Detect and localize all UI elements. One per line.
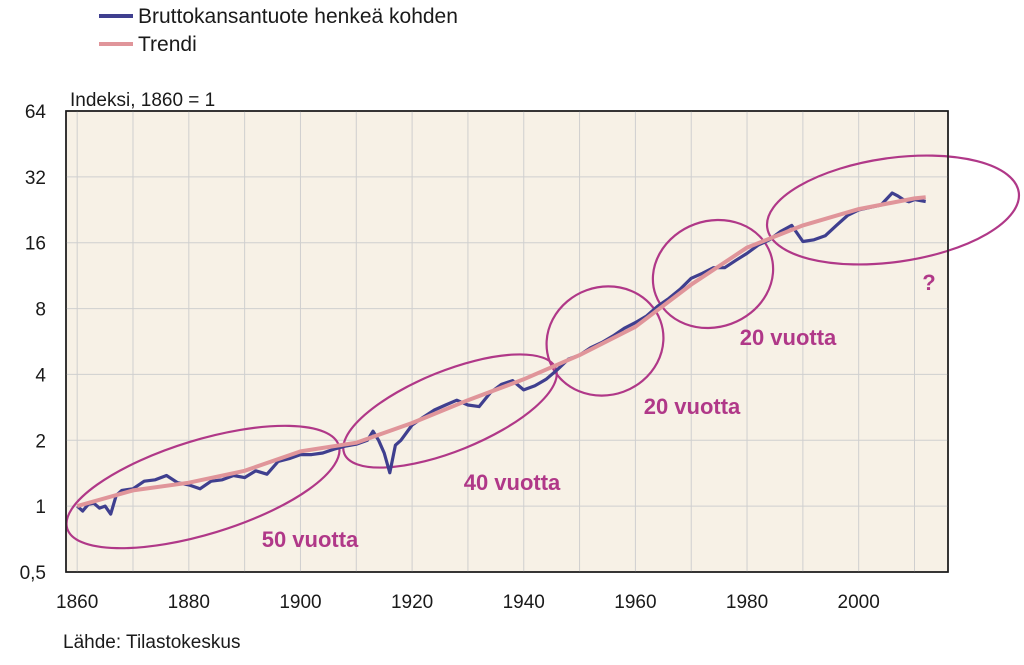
annotation-label: 20 vuotta bbox=[644, 394, 741, 419]
y-axis-label: Indeksi, 1860 = 1 bbox=[70, 90, 215, 111]
x-tick-label: 1960 bbox=[614, 592, 656, 613]
annotation-label: ? bbox=[922, 270, 935, 295]
annotation-ellipse bbox=[651, 218, 775, 330]
annotation-label: 40 vuotta bbox=[464, 470, 561, 495]
source-note: Lähde: Tilastokeskus bbox=[63, 632, 240, 653]
y-tick-label: 64 bbox=[25, 102, 47, 123]
annotation-ellipse bbox=[342, 353, 558, 469]
annotation-ellipse bbox=[765, 154, 1021, 266]
x-tick-label: 2000 bbox=[838, 592, 880, 613]
annotation-ellipse bbox=[545, 285, 665, 397]
y-tick-label: 32 bbox=[25, 168, 46, 189]
annotation-group: 50 vuotta 40 vuotta 20 vuotta 20 vuotta? bbox=[65, 154, 1021, 552]
y-tick-label: 0,5 bbox=[20, 563, 46, 584]
annotation-label: 50 vuotta bbox=[262, 527, 359, 552]
y-tick-label: 4 bbox=[35, 365, 46, 386]
x-tick-label: 1980 bbox=[726, 592, 768, 613]
legend-label-trend: Trendi bbox=[138, 33, 197, 56]
x-tick-label: 1940 bbox=[503, 592, 545, 613]
y-tick-label: 16 bbox=[25, 234, 46, 255]
x-tick-label: 1880 bbox=[168, 592, 210, 613]
series-line-trend bbox=[76, 195, 926, 509]
series-line-gdp bbox=[76, 191, 926, 516]
x-tick-label: 1860 bbox=[56, 592, 98, 613]
y-tick-label: 1 bbox=[35, 497, 46, 518]
plot-border bbox=[65, 110, 949, 573]
x-tick-label: 1920 bbox=[391, 592, 433, 613]
x-axis-ticks: 1860 1880 1900 1920 1940 1960 1980 2000 bbox=[56, 592, 880, 613]
x-tick-label: 1900 bbox=[279, 592, 321, 613]
annotation-label: 20 vuotta bbox=[740, 325, 837, 350]
series-group bbox=[76, 191, 926, 516]
y-tick-label: 2 bbox=[35, 431, 46, 452]
y-axis-ticks: 0,5 1 2 4 8 16 32 64 bbox=[20, 102, 47, 584]
legend-label-gdp: Bruttokansantuote henkeä kohden bbox=[138, 5, 458, 28]
y-tick-label: 8 bbox=[35, 300, 46, 321]
